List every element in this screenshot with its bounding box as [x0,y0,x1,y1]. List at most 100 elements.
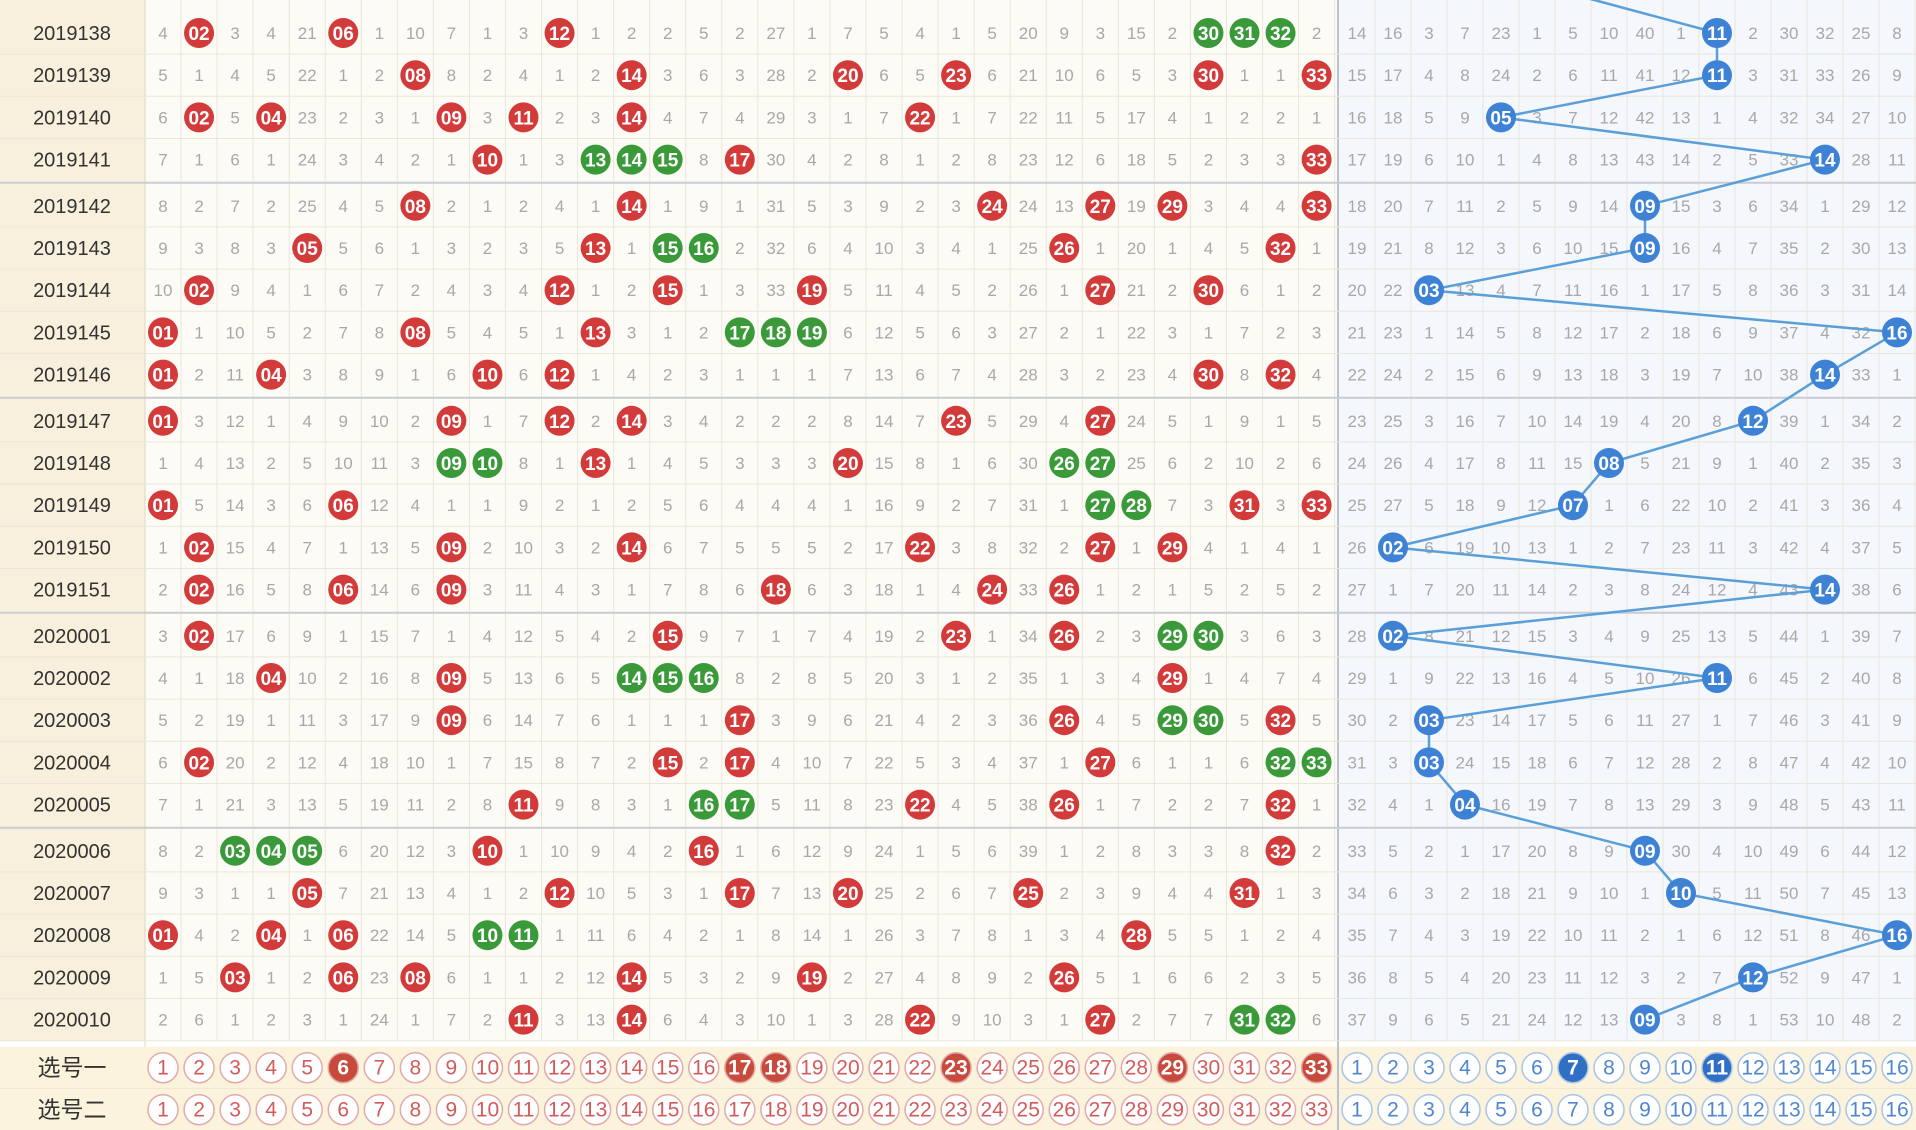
red-pick-33[interactable]: 33 [1300,1051,1333,1084]
red-pick-26[interactable]: 26 [1048,1093,1080,1126]
red-pick-21[interactable]: 21 [868,1051,900,1084]
red-pick-28[interactable]: 28 [1120,1093,1153,1126]
red-pick-18[interactable]: 18 [760,1093,792,1126]
red-pick-15[interactable]: 15 [651,1093,684,1126]
blue-pick-10[interactable]: 10 [1665,1093,1697,1126]
blue-pick-9[interactable]: 9 [1629,1051,1661,1084]
red-pick-26[interactable]: 26 [1048,1051,1080,1084]
blue-pick-3[interactable]: 3 [1413,1093,1445,1126]
blue-pick-8[interactable]: 8 [1593,1051,1625,1084]
red-pick-31[interactable]: 31 [1228,1051,1261,1084]
blue-pick-5[interactable]: 5 [1485,1093,1517,1126]
red-pick-3[interactable]: 3 [219,1051,251,1084]
blue-pick-14[interactable]: 14 [1809,1093,1841,1126]
red-pick-5[interactable]: 5 [291,1093,323,1126]
red-pick-24[interactable]: 24 [976,1093,1008,1126]
blue-pick-12[interactable]: 12 [1737,1093,1769,1126]
red-pick-31[interactable]: 31 [1228,1093,1261,1126]
red-pick-6[interactable]: 6 [327,1051,359,1084]
blue-pick-3[interactable]: 3 [1413,1051,1445,1084]
red-pick-7[interactable]: 7 [363,1093,396,1126]
red-pick-10[interactable]: 10 [471,1093,504,1126]
blue-pick-12[interactable]: 12 [1737,1051,1769,1084]
red-pick-10[interactable]: 10 [471,1051,504,1084]
red-pick-5[interactable]: 5 [291,1051,323,1084]
blue-pick-13[interactable]: 13 [1773,1093,1805,1126]
blue-pick-13[interactable]: 13 [1773,1051,1805,1084]
blue-pick-4[interactable]: 4 [1449,1051,1481,1084]
red-pick-32[interactable]: 32 [1264,1051,1297,1084]
red-pick-16[interactable]: 16 [688,1051,720,1084]
red-pick-9[interactable]: 9 [435,1093,468,1126]
red-pick-23[interactable]: 23 [940,1093,972,1126]
red-pick-20[interactable]: 20 [832,1051,864,1084]
blue-pick-6[interactable]: 6 [1521,1093,1553,1126]
red-pick-1[interactable]: 1 [147,1093,179,1126]
red-pick-8[interactable]: 8 [399,1051,432,1084]
red-pick-19[interactable]: 19 [796,1093,828,1126]
red-pick-4[interactable]: 4 [255,1051,287,1084]
red-pick-9[interactable]: 9 [435,1051,468,1084]
blue-pick-4[interactable]: 4 [1449,1093,1481,1126]
red-pick-17[interactable]: 17 [724,1093,756,1126]
red-pick-6[interactable]: 6 [327,1093,359,1126]
red-pick-21[interactable]: 21 [868,1093,900,1126]
red-pick-3[interactable]: 3 [219,1093,251,1126]
red-pick-13[interactable]: 13 [579,1051,612,1084]
red-pick-17[interactable]: 17 [724,1051,756,1084]
blue-pick-2[interactable]: 2 [1377,1093,1409,1126]
red-pick-30[interactable]: 30 [1192,1051,1225,1084]
blue-pick-15[interactable]: 15 [1845,1051,1877,1084]
red-pick-13[interactable]: 13 [579,1093,612,1126]
red-pick-8[interactable]: 8 [399,1093,432,1126]
red-pick-4[interactable]: 4 [255,1093,287,1126]
red-pick-1[interactable]: 1 [147,1051,179,1084]
blue-pick-2[interactable]: 2 [1377,1051,1409,1084]
red-pick-18[interactable]: 18 [760,1051,792,1084]
blue-pick-6[interactable]: 6 [1521,1051,1553,1084]
blue-pick-1[interactable]: 1 [1341,1051,1373,1084]
red-pick-29[interactable]: 29 [1156,1051,1189,1084]
red-pick-29[interactable]: 29 [1156,1093,1189,1126]
red-pick-14[interactable]: 14 [615,1093,648,1126]
blue-pick-1[interactable]: 1 [1341,1093,1373,1126]
blue-pick-5[interactable]: 5 [1485,1051,1517,1084]
blue-pick-7[interactable]: 7 [1557,1051,1589,1084]
red-pick-12[interactable]: 12 [543,1051,576,1084]
red-pick-14[interactable]: 14 [615,1051,648,1084]
red-pick-11[interactable]: 11 [507,1093,540,1126]
blue-pick-10[interactable]: 10 [1665,1051,1697,1084]
red-pick-11[interactable]: 11 [507,1051,540,1084]
red-pick-25[interactable]: 25 [1012,1051,1044,1084]
blue-pick-7[interactable]: 7 [1557,1093,1589,1126]
red-pick-7[interactable]: 7 [363,1051,396,1084]
red-pick-28[interactable]: 28 [1120,1051,1153,1084]
red-pick-27[interactable]: 27 [1084,1051,1117,1084]
number-picker[interactable]: 选号一 1 2 3 4 5 6 7 8 9 10 11 12 13 14 15 16 17 18 19 20 21 22 23… [0,1046,1916,1130]
red-pick-2[interactable]: 2 [183,1051,215,1084]
red-pick-16[interactable]: 16 [688,1093,720,1126]
ball-number: 32 [1270,753,1291,774]
blue-pick-15[interactable]: 15 [1845,1093,1877,1126]
red-pick-20[interactable]: 20 [832,1093,864,1126]
red-pick-23[interactable]: 23 [940,1051,972,1084]
red-pick-27[interactable]: 27 [1084,1093,1117,1126]
red-pick-2[interactable]: 2 [183,1093,215,1126]
blue-pick-16[interactable]: 16 [1881,1093,1913,1126]
red-pick-30[interactable]: 30 [1192,1093,1225,1126]
blue-pick-11[interactable]: 11 [1701,1051,1733,1084]
red-pick-22[interactable]: 22 [904,1051,936,1084]
red-pick-33[interactable]: 33 [1300,1093,1333,1126]
blue-pick-14[interactable]: 14 [1809,1051,1841,1084]
blue-pick-11[interactable]: 11 [1701,1093,1733,1126]
blue-pick-9[interactable]: 9 [1629,1093,1661,1126]
red-pick-32[interactable]: 32 [1264,1093,1297,1126]
blue-pick-8[interactable]: 8 [1593,1093,1625,1126]
red-pick-22[interactable]: 22 [904,1093,936,1126]
red-pick-25[interactable]: 25 [1012,1093,1044,1126]
red-pick-19[interactable]: 19 [796,1051,828,1084]
red-pick-24[interactable]: 24 [976,1051,1008,1084]
red-pick-12[interactable]: 12 [543,1093,576,1126]
blue-pick-16[interactable]: 16 [1881,1051,1913,1084]
red-pick-15[interactable]: 15 [651,1051,684,1084]
